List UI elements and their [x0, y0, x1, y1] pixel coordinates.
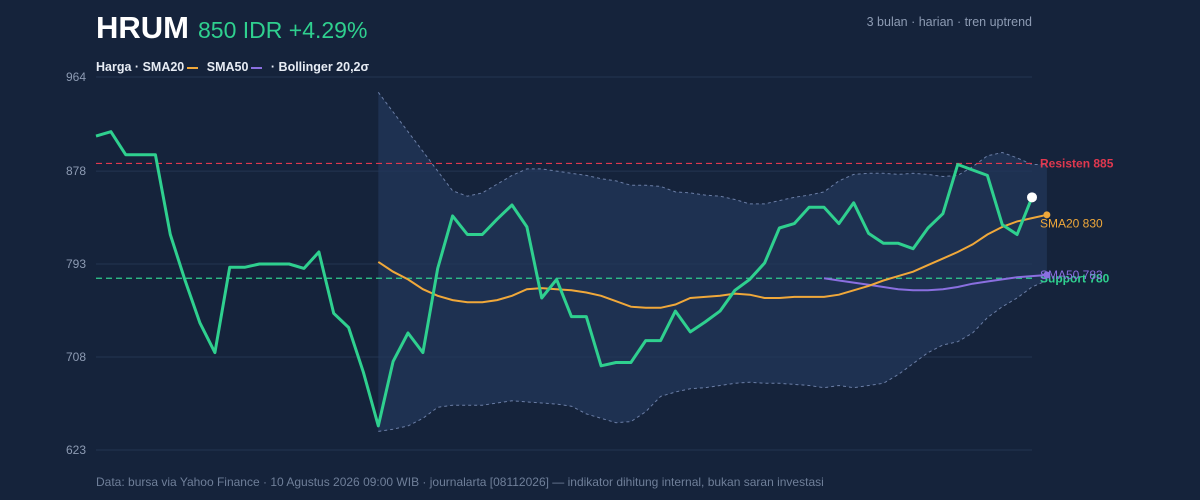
legend-bollinger: · Bollinger 20,2σ: [270, 60, 370, 74]
end-value-label: SMA50 783: [1040, 268, 1103, 282]
legend-sma50-swatch: [251, 66, 263, 69]
y-tick-label: 878: [66, 164, 86, 178]
level-label: Support 780: [1040, 271, 1110, 285]
legend-sma20-swatch: [187, 66, 199, 69]
bollinger-lower-line: [378, 280, 1048, 432]
sma50-line: [823, 274, 1047, 292]
sma20-line: [377, 213, 1048, 309]
chart-legend: Harga · SMA20 SMA50 · Bollinger 20,2σ: [96, 60, 369, 74]
sma50-end-marker: [1043, 271, 1051, 279]
y-tick-label: 964: [66, 70, 86, 84]
chart-header: HRUM 850 IDR +4.29%: [96, 10, 367, 46]
price-line: [95, 130, 1034, 428]
level-label: Resisten 885: [1040, 156, 1114, 170]
bollinger-upper-line: [377, 91, 1047, 205]
last-price-marker: [1027, 192, 1037, 203]
legend-price: Harga ·: [96, 60, 140, 74]
ticker-symbol: HRUM: [96, 10, 189, 45]
legend-sma50: SMA50: [206, 60, 249, 74]
bollinger-band-fill: [378, 92, 1047, 432]
end-value-label: SMA20 830: [1040, 217, 1103, 231]
y-tick-label: 708: [66, 350, 86, 364]
chart-meta: 3 bulan · harian · tren uptrend: [866, 15, 1032, 29]
price-change: 850 IDR +4.29%: [198, 17, 368, 43]
y-tick-label: 793: [66, 257, 86, 271]
sma20-end-marker: [1043, 211, 1051, 219]
data-source-footer: Data: bursa via Yahoo Finance · 10 Agust…: [96, 475, 824, 489]
y-tick-label: 623: [66, 443, 86, 457]
legend-sma20: SMA20: [142, 60, 185, 74]
